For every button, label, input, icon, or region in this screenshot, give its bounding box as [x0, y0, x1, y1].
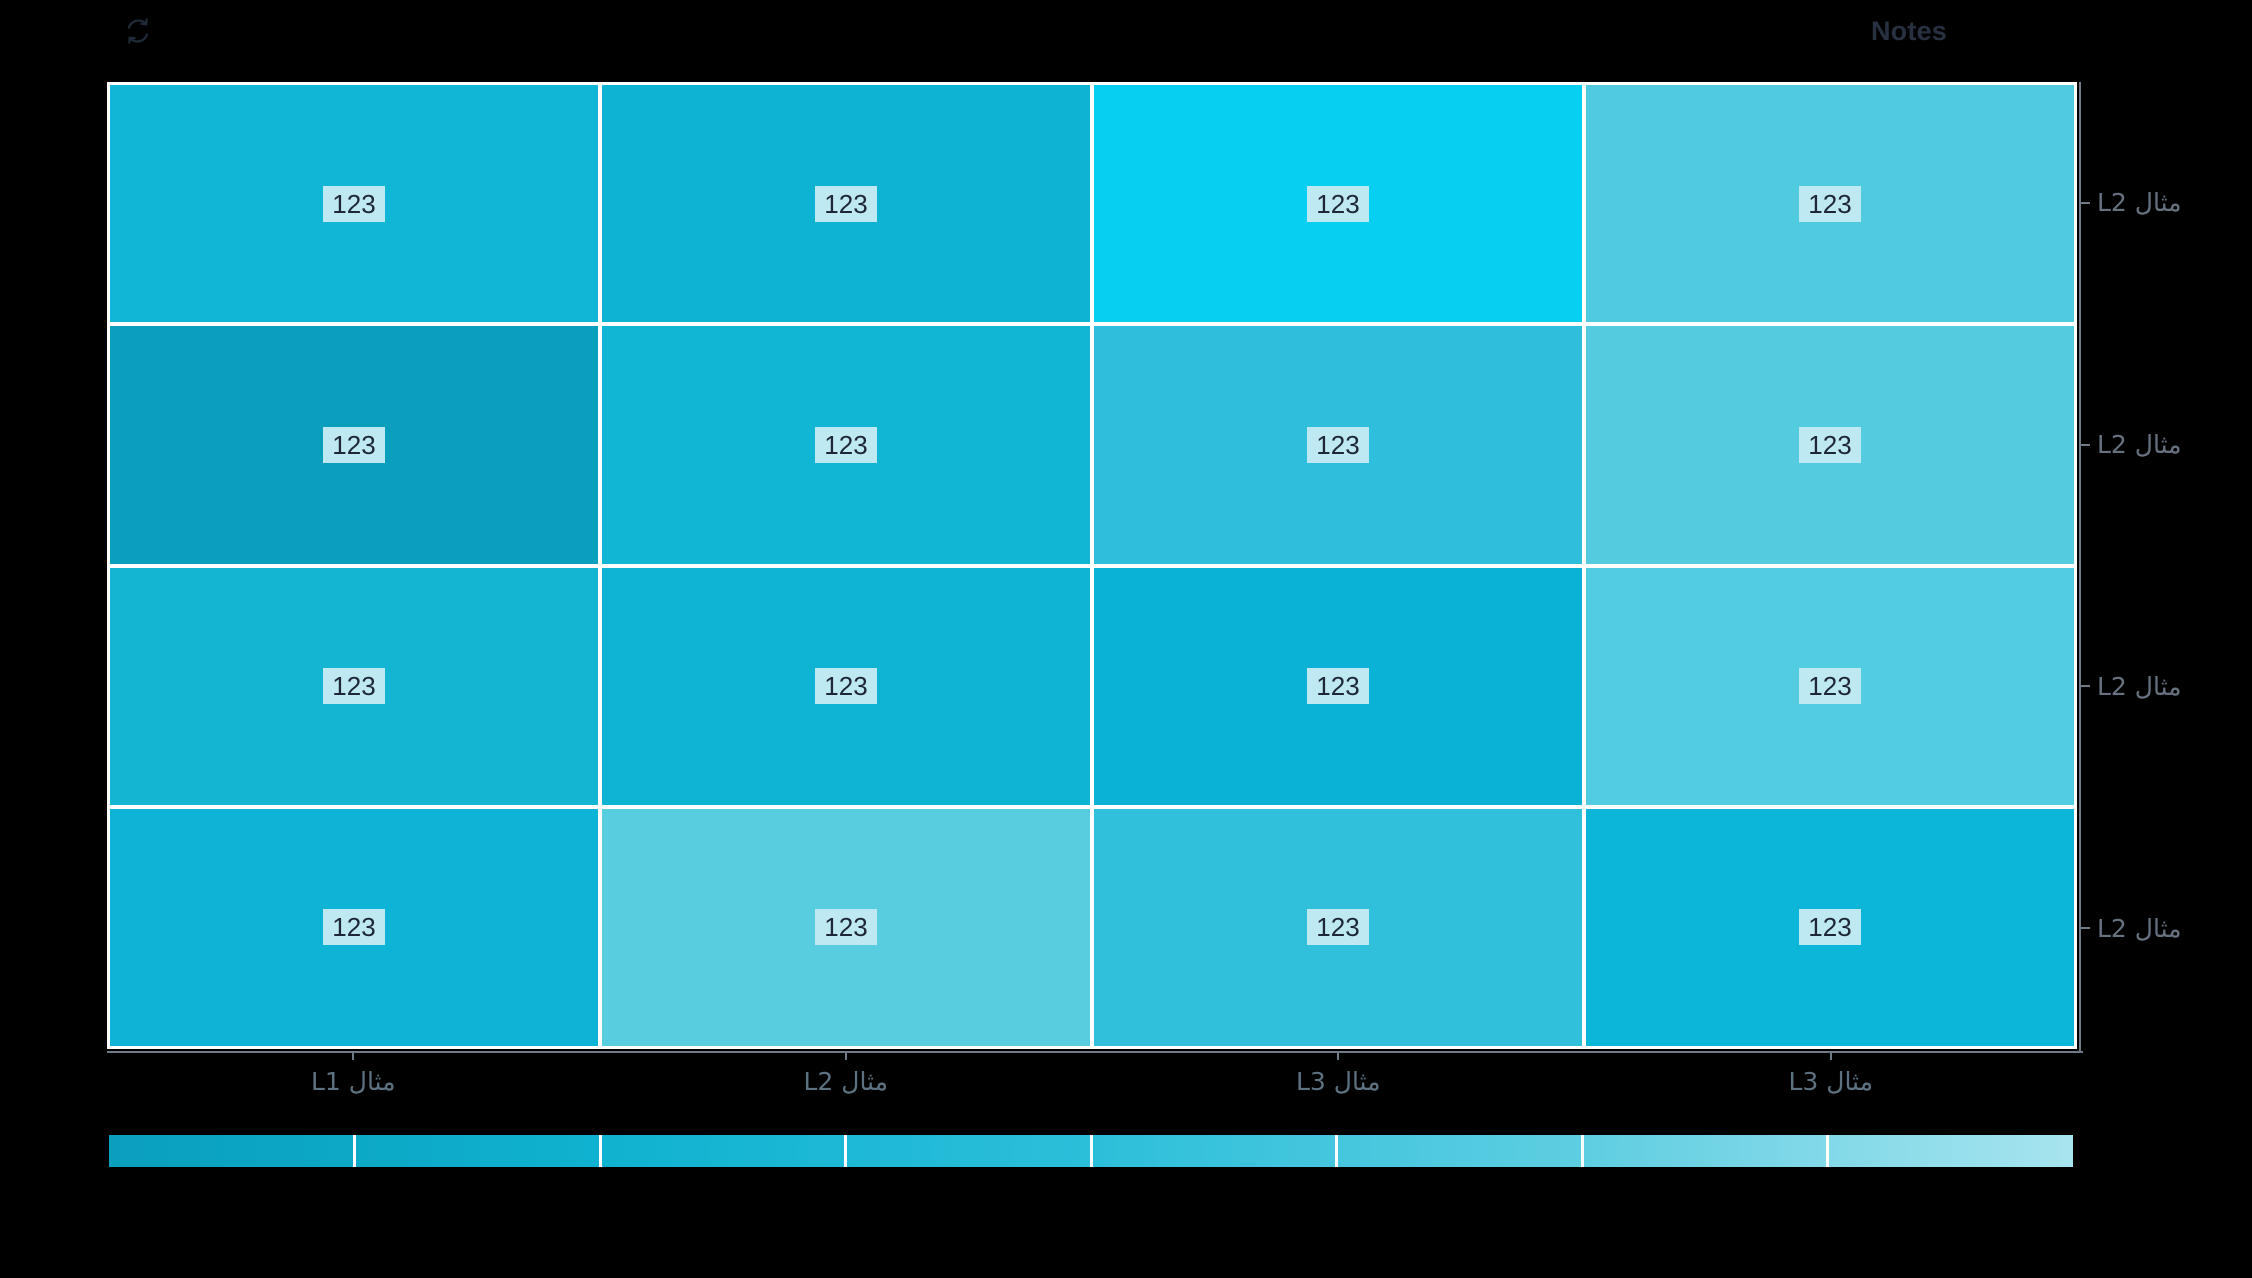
cell-value-label: 123 [1799, 185, 1861, 222]
x-tick-mark [844, 1053, 847, 1060]
x-tick-label: مثال L3 [1788, 1067, 1873, 1096]
heatmap-plot: 123 123 123 123 123 123 123 123 123 123 123 123 123 1… [107, 82, 2077, 1049]
refresh-button[interactable] [122, 15, 154, 47]
y-tick-mark [2081, 927, 2090, 930]
header-bar: Notes [0, 0, 2252, 62]
heatmap-cell-r1-c2[interactable]: 123 [1094, 326, 1582, 564]
y-tick-mark [2081, 443, 2090, 446]
y-axis-category-1: مثال L2 [2081, 324, 2252, 566]
heatmap-cell-r1-c3[interactable]: 123 [1586, 326, 2074, 564]
heatmap-cell-r0-c0[interactable]: 123 [110, 85, 598, 323]
y-tick-label: مثال L2 [2097, 913, 2182, 943]
y-tick-mark [2081, 685, 2090, 688]
notes-button[interactable]: Notes [1870, 15, 1947, 46]
heatmap-cell-r3-c3[interactable]: 123 [1586, 808, 2074, 1046]
x-tick-label: مثال L2 [803, 1067, 888, 1096]
cell-value-label: 123 [815, 909, 877, 946]
colorbar-divider [1580, 1135, 1584, 1167]
x-tick-label: مثال L1 [310, 1067, 396, 1096]
cell-value-label: 123 [323, 426, 385, 463]
heatmap-cell-r3-c2[interactable]: 123 [1094, 808, 1582, 1046]
cell-value-label: 123 [1799, 426, 1861, 463]
x-tick-mark [1337, 1053, 1340, 1060]
cell-value-label: 123 [815, 185, 877, 222]
x-axis-category-1: مثال L2 [600, 1053, 1093, 1096]
x-axis-category-2: مثال L3 [1092, 1053, 1585, 1096]
cell-value-label: 123 [1307, 426, 1369, 463]
x-axis-labels: مثال L1 مثال L2 مثال L3 مثال L3 [107, 1053, 2077, 1096]
heatmap-cell-r0-c3[interactable]: 123 [1586, 85, 2074, 323]
colorbar-divider [844, 1135, 847, 1167]
x-tick-label: مثال L3 [1295, 1067, 1381, 1096]
heatmap-cell-r0-c2[interactable]: 123 [1094, 85, 1582, 323]
cell-value-label: 123 [815, 668, 877, 705]
heatmap-cell-r3-c1[interactable]: 123 [602, 808, 1090, 1046]
x-tick-mark [352, 1053, 355, 1060]
cell-value-label: 123 [1307, 185, 1369, 222]
colorbar-divider [1089, 1135, 1093, 1167]
colorbar-divider [1335, 1135, 1338, 1167]
cell-value-label: 123 [1799, 909, 1861, 946]
heatmap-cell-r1-c0[interactable]: 123 [110, 326, 598, 564]
colorbar-divider [353, 1135, 356, 1167]
heatmap-cell-r1-c1[interactable]: 123 [602, 326, 1090, 564]
x-axis-line [107, 1051, 2083, 1053]
colorbar-divider [1826, 1135, 1829, 1167]
y-axis-category-2: مثال L2 [2081, 566, 2252, 808]
cell-value-label: 123 [1307, 909, 1369, 946]
y-tick-label: مثال L2 [2097, 188, 2182, 218]
heatmap-cell-r2-c2[interactable]: 123 [1094, 567, 1582, 805]
heatmap-cell-r2-c0[interactable]: 123 [110, 567, 598, 805]
y-axis-category-3: مثال L2 [2081, 807, 2252, 1049]
y-tick-label: مثال L2 [2097, 671, 2182, 701]
heatmap-cell-r2-c1[interactable]: 123 [602, 567, 1090, 805]
y-tick-label: مثال L2 [2097, 430, 2182, 460]
cell-value-label: 123 [323, 668, 385, 705]
cell-value-label: 123 [1799, 668, 1861, 705]
cell-value-label: 123 [323, 909, 385, 946]
heatmap-cell-r3-c0[interactable]: 123 [110, 808, 598, 1046]
x-axis-category-0: مثال L1 [107, 1053, 600, 1096]
y-axis-line [2079, 82, 2081, 1053]
colorbar-divider [598, 1135, 602, 1167]
cell-value-label: 123 [1307, 668, 1369, 705]
y-tick-mark [2081, 201, 2090, 204]
x-tick-mark [1829, 1053, 1832, 1060]
cell-value-label: 123 [323, 185, 385, 222]
sync-icon [123, 16, 153, 46]
colorbar-legend [109, 1135, 2073, 1167]
y-axis-category-0: مثال L2 [2081, 82, 2252, 324]
heatmap-cell-r2-c3[interactable]: 123 [1586, 567, 2074, 805]
heatmap-grid: 123 123 123 123 123 123 123 123 123 123 123 123 123 1… [110, 85, 2074, 1046]
y-axis-labels: مثال L2 مثال L2 مثال L2 مثال L2 [2081, 82, 2252, 1049]
x-axis-category-3: مثال L3 [1585, 1053, 2078, 1096]
heatmap-cell-r0-c1[interactable]: 123 [602, 85, 1090, 323]
cell-value-label: 123 [815, 426, 877, 463]
